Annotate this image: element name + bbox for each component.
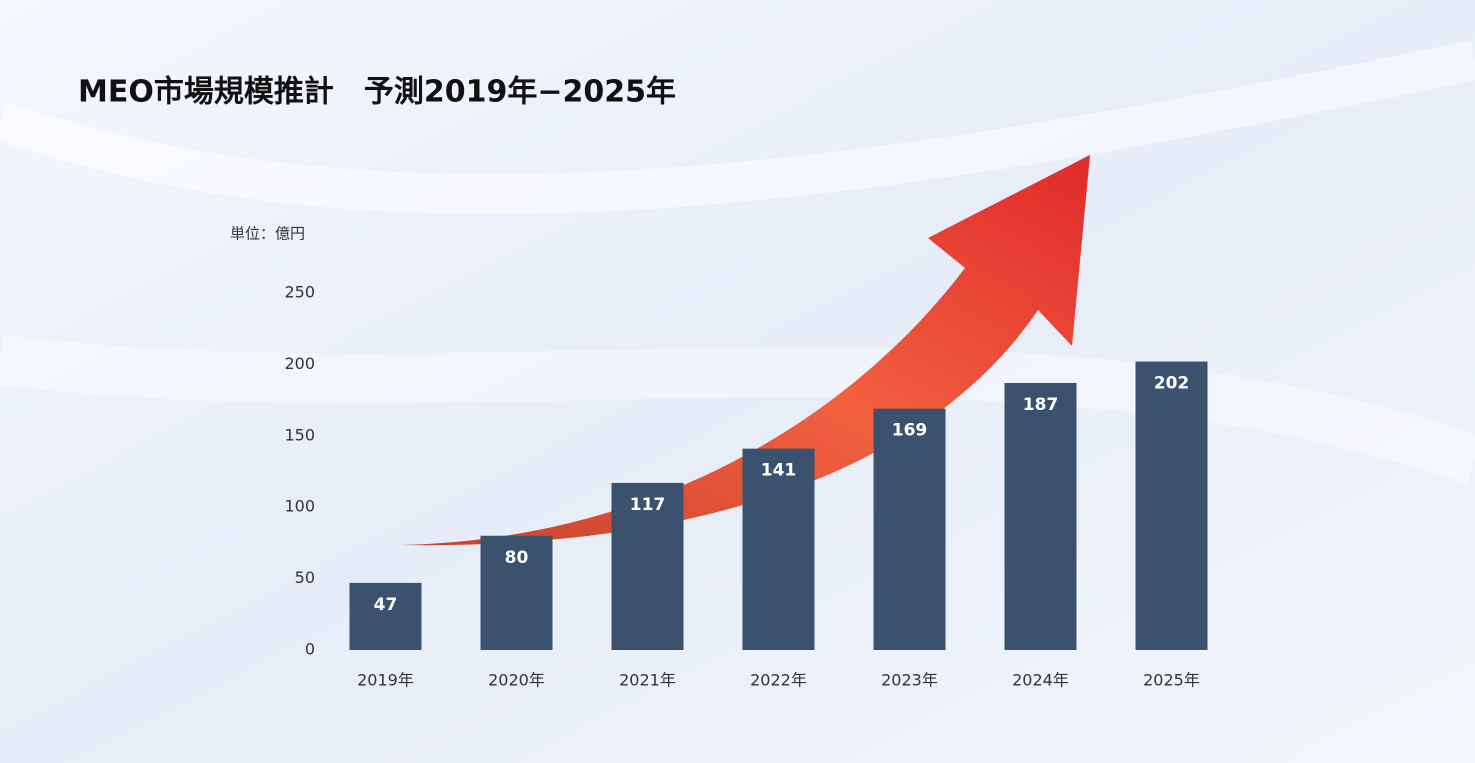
background-wave [0,40,1475,215]
y-tick-label: 100 [284,497,315,516]
x-tick-label: 2022年 [750,671,807,690]
y-tick-label: 250 [284,283,315,302]
bar [611,482,684,650]
value-label: 47 [374,595,398,615]
x-tick-label: 2025年 [1143,671,1200,690]
value-label: 202 [1154,374,1190,394]
bar [873,408,946,650]
background-wave [0,335,1475,484]
chart-title: MEO市場規模推計 予測2019年−2025年 [78,75,676,110]
y-tick-label: 150 [284,425,315,444]
y-tick-label: 200 [284,354,315,373]
bar [742,448,815,650]
value-label: 187 [1023,395,1059,415]
bar [349,582,422,650]
x-tick-label: 2019年 [357,671,414,690]
x-tick-label: 2021年 [619,671,676,690]
value-label: 169 [892,421,928,441]
value-label: 80 [505,548,529,568]
y-tick-label: 0 [305,640,315,659]
value-label: 141 [761,461,797,481]
y-tick-label: 50 [295,568,315,587]
unit-label: 単位：億円 [230,225,305,243]
x-tick-label: 2023年 [881,671,938,690]
bar [1004,382,1077,650]
x-tick-label: 2020年 [488,671,545,690]
x-tick-label: 2024年 [1012,671,1069,690]
bar [1135,361,1208,650]
bar [480,535,553,650]
value-label: 117 [630,495,666,515]
